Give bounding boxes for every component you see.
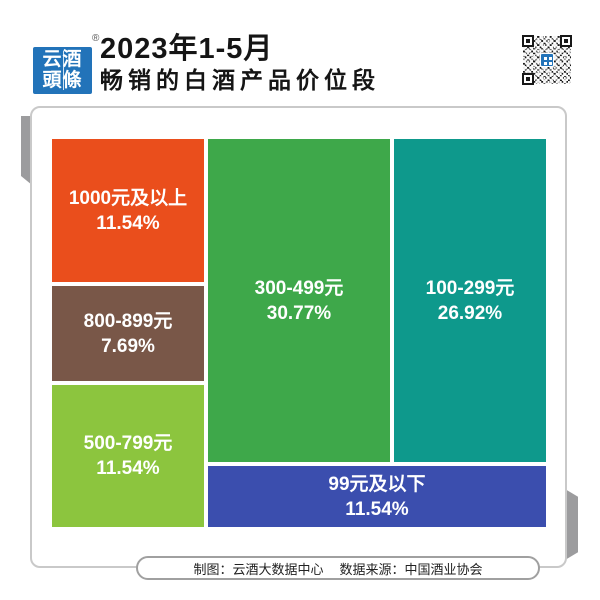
card-right-tab-decoration	[565, 489, 578, 560]
credit-text: 制图：云酒大数据中心	[193, 561, 324, 577]
card-left-tab-decoration	[21, 116, 32, 185]
brand-logo: 云酒 頭條	[33, 47, 92, 94]
registered-trademark-icon: ®	[92, 33, 100, 44]
treemap-segment-300-499: 300-499元 30.77%	[208, 139, 390, 462]
treemap-left-column: 1000元及以上 11.54% 800-899元 7.69% 500-799元 …	[52, 139, 204, 527]
data-source-text: 数据来源：中国酒业协会	[339, 561, 483, 577]
segment-label: 300-499元	[254, 277, 344, 299]
treemap-segment-500-799: 500-799元 11.54%	[52, 385, 204, 527]
chart-card: 1000元及以上 11.54% 800-899元 7.69% 500-799元 …	[30, 106, 567, 568]
title-line2: 畅销的白酒产品价位段	[100, 67, 380, 93]
brand-logo-line2: 頭條	[42, 70, 83, 91]
segment-label: 99元及以下	[328, 473, 426, 495]
segment-label: 100-299元	[425, 277, 515, 299]
segment-value: 11.54%	[345, 498, 409, 520]
segment-label: 500-799元	[83, 433, 173, 454]
treemap-top-row: 300-499元 30.77% 100-299元 26.92%	[208, 139, 546, 462]
logo-divider	[62, 51, 64, 90]
qr-finder-icon	[560, 35, 572, 47]
title-line1: 2023年1-5月	[100, 33, 274, 65]
treemap-segment-1000-and-above: 1000元及以上 11.54%	[52, 139, 204, 282]
treemap-chart: 1000元及以上 11.54% 800-899元 7.69% 500-799元 …	[52, 139, 546, 527]
brand-logo-line1: 云酒	[42, 49, 83, 70]
treemap-segment-800-899: 800-899元 7.69%	[52, 286, 204, 381]
segment-label: 800-899元	[83, 310, 173, 332]
segment-value: 30.77%	[266, 302, 332, 324]
treemap-main-column: 300-499元 30.77% 100-299元 26.92% 99元及以下 1…	[208, 139, 546, 527]
segment-value: 7.69%	[101, 335, 155, 357]
qr-center-logo-icon	[540, 53, 554, 67]
segment-value: 11.54%	[96, 458, 160, 479]
qr-code	[522, 35, 572, 85]
qr-finder-icon	[522, 35, 534, 47]
source-caption: 制图：云酒大数据中心 数据来源：中国酒业协会	[136, 556, 540, 580]
page-title: 2023年1-5月 畅销的白酒产品价位段	[100, 34, 380, 94]
segment-value: 26.92%	[437, 302, 503, 324]
segment-label: 1000元及以上	[68, 187, 188, 209]
qr-finder-icon	[522, 73, 534, 85]
treemap-segment-99-and-below: 99元及以下 11.54%	[208, 466, 546, 527]
treemap-segment-100-299: 100-299元 26.92%	[394, 139, 546, 462]
segment-value: 11.54%	[96, 212, 160, 234]
